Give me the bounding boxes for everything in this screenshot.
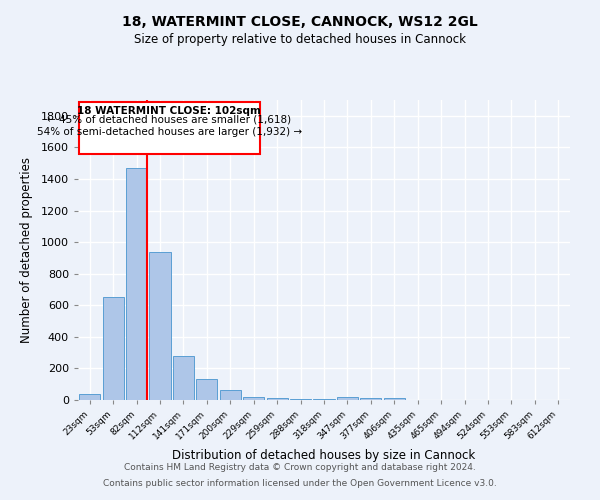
Text: Contains HM Land Registry data © Crown copyright and database right 2024.: Contains HM Land Registry data © Crown c… <box>124 464 476 472</box>
Bar <box>173 356 194 400</box>
Bar <box>79 394 100 400</box>
Text: Contains public sector information licensed under the Open Government Licence v3: Contains public sector information licen… <box>103 478 497 488</box>
X-axis label: Distribution of detached houses by size in Cannock: Distribution of detached houses by size … <box>172 450 476 462</box>
Bar <box>196 380 217 400</box>
Bar <box>384 398 405 400</box>
Bar <box>103 298 124 400</box>
Y-axis label: Number of detached properties: Number of detached properties <box>20 157 32 343</box>
Bar <box>361 398 382 400</box>
Bar <box>290 399 311 400</box>
Text: ← 45% of detached houses are smaller (1,618): ← 45% of detached houses are smaller (1,… <box>47 115 292 125</box>
Bar <box>220 390 241 400</box>
Text: 18 WATERMINT CLOSE: 102sqm: 18 WATERMINT CLOSE: 102sqm <box>77 106 262 116</box>
Bar <box>243 397 264 400</box>
Bar <box>126 168 147 400</box>
Bar <box>337 397 358 400</box>
Bar <box>149 252 170 400</box>
Bar <box>313 399 335 400</box>
Text: Size of property relative to detached houses in Cannock: Size of property relative to detached ho… <box>134 32 466 46</box>
Text: 18, WATERMINT CLOSE, CANNOCK, WS12 2GL: 18, WATERMINT CLOSE, CANNOCK, WS12 2GL <box>122 15 478 29</box>
Text: 54% of semi-detached houses are larger (1,932) →: 54% of semi-detached houses are larger (… <box>37 127 302 137</box>
FancyBboxPatch shape <box>79 102 260 154</box>
Bar <box>266 398 287 400</box>
